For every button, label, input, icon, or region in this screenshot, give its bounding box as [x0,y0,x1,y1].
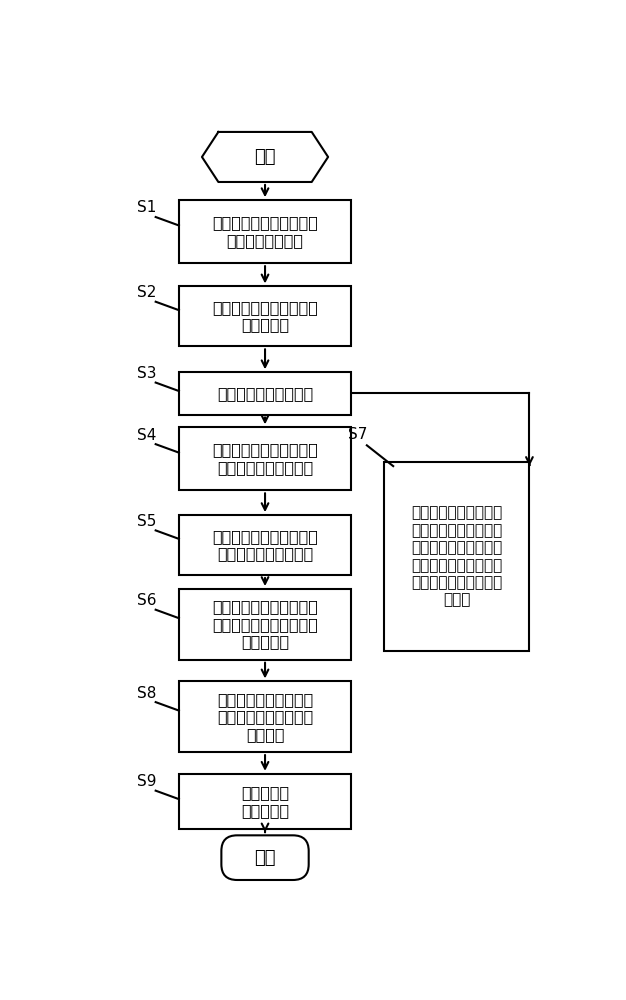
Text: 客户终端登录配送中心服
务器查询货物投递状态: 客户终端登录配送中心服 务器查询货物投递状态 [212,529,318,561]
Text: 客户提出修改投递地址
请求或发出取消目前投
递的信息: 客户提出修改投递地址 请求或发出取消目前投 递的信息 [217,692,313,742]
Text: S5: S5 [136,514,156,529]
Text: S1: S1 [136,200,156,215]
Bar [179,200,351,263]
Text: 货物的订单数据，发送到
手持式配送终端上: 货物的订单数据，发送到 手持式配送终端上 [212,215,318,248]
Text: 开始: 开始 [254,148,276,166]
Bar [179,681,351,752]
Polygon shape [202,132,328,182]
Bar [179,515,351,575]
Bar [179,286,351,346]
Text: S8: S8 [136,686,156,701]
Text: S6: S6 [136,593,156,608]
Text: 规划出优化的投递线路: 规划出优化的投递线路 [217,386,313,401]
Text: 生成新的优
化投递路线: 生成新的优 化投递路线 [241,785,289,818]
Text: S7: S7 [348,427,367,442]
Text: S3: S3 [136,366,156,381]
Text: 结束: 结束 [254,849,276,867]
Text: S9: S9 [136,774,156,789]
Text: 配送中心服务器得到手持
式配送终端的地理位置: 配送中心服务器得到手持 式配送终端的地理位置 [212,443,318,475]
Bar [179,774,351,829]
Text: 配送中心服务器在投递
员的投递任务开始后，
主动将投递状态以及客
户收到货物需等待的时
间推送到客户手机绑定
的终端: 配送中心服务器在投递 员的投递任务开始后， 主动将投递状态以及客 户收到货物需等… [411,506,502,608]
Bar [179,427,351,490]
Text: S2: S2 [136,285,156,300]
Text: 将客户地址在自身的电子
地图中定位: 将客户地址在自身的电子 地图中定位 [212,300,318,333]
Text: 计算出客户收到货物需等
待的时间，并显示在客户
的查询界面: 计算出客户收到货物需等 待的时间，并显示在客户 的查询界面 [212,599,318,649]
Bar [179,372,351,415]
FancyBboxPatch shape [222,835,309,880]
Bar [179,589,351,660]
Text: S4: S4 [136,428,156,443]
Bar [384,462,530,651]
